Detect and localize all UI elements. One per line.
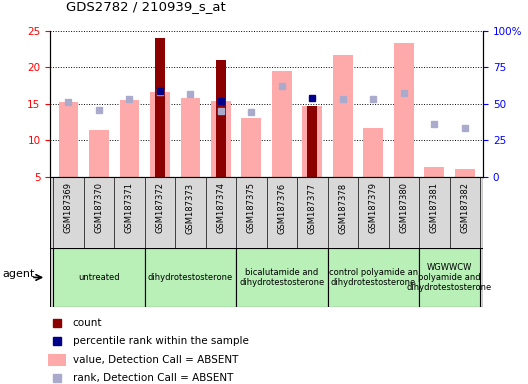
Bar — [59, 102, 78, 177]
Bar — [155, 38, 165, 177]
Bar — [419, 248, 480, 307]
Text: GSM187376: GSM187376 — [277, 182, 286, 233]
Bar — [327, 248, 419, 307]
Bar — [119, 100, 139, 177]
Bar — [307, 106, 317, 177]
Bar — [49, 354, 66, 366]
Text: control polyamide an
dihydrotestosterone: control polyamide an dihydrotestosterone — [329, 268, 418, 287]
Text: GSM187379: GSM187379 — [369, 182, 378, 233]
Bar — [425, 167, 444, 177]
Bar — [150, 92, 170, 177]
Bar — [333, 55, 353, 177]
Text: GSM187371: GSM187371 — [125, 182, 134, 233]
Text: rank, Detection Call = ABSENT: rank, Detection Call = ABSENT — [73, 373, 233, 383]
Text: WGWWCW
polyamide and
dihydrotestosterone: WGWWCW polyamide and dihydrotestosterone — [407, 263, 492, 292]
Text: GSM187372: GSM187372 — [155, 182, 164, 233]
Text: bicalutamide and
dihydrotestosterone: bicalutamide and dihydrotestosterone — [239, 268, 325, 287]
Bar — [455, 169, 475, 177]
Bar — [216, 60, 226, 177]
Text: GSM187375: GSM187375 — [247, 182, 256, 233]
Text: GDS2782 / 210939_s_at: GDS2782 / 210939_s_at — [66, 0, 226, 13]
Bar — [89, 130, 109, 177]
Text: GSM187377: GSM187377 — [308, 182, 317, 233]
Text: dihydrotestosterone: dihydrotestosterone — [148, 273, 233, 282]
Text: GSM187374: GSM187374 — [216, 182, 225, 233]
Bar — [181, 98, 200, 177]
Text: agent: agent — [3, 270, 35, 280]
Bar — [211, 101, 231, 177]
Bar — [241, 118, 261, 177]
Bar — [272, 71, 292, 177]
Text: untreated: untreated — [78, 273, 120, 282]
Text: GSM187370: GSM187370 — [95, 182, 103, 233]
Bar — [236, 248, 327, 307]
Text: GSM187369: GSM187369 — [64, 182, 73, 233]
Text: GSM187381: GSM187381 — [430, 182, 439, 233]
Text: GSM187382: GSM187382 — [460, 182, 469, 233]
Bar — [145, 248, 236, 307]
Text: value, Detection Call = ABSENT: value, Detection Call = ABSENT — [73, 355, 238, 365]
Text: GSM187378: GSM187378 — [338, 182, 347, 233]
Text: count: count — [73, 318, 102, 328]
Text: GSM187380: GSM187380 — [399, 182, 408, 233]
Bar — [303, 106, 322, 177]
Text: GSM187373: GSM187373 — [186, 182, 195, 233]
Bar — [363, 128, 383, 177]
Text: percentile rank within the sample: percentile rank within the sample — [73, 336, 249, 346]
Bar — [394, 43, 414, 177]
Bar — [53, 248, 145, 307]
